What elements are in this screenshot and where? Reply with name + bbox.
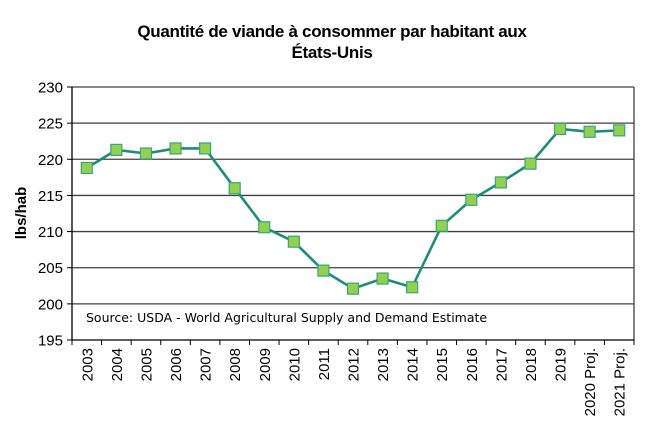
data-point-marker: [317, 264, 330, 277]
x-tick-label: 2020 Proj.: [582, 348, 599, 416]
source-annotation: Source: USDA - World Agricultural Supply…: [86, 310, 487, 325]
data-point-marker: [110, 143, 123, 156]
x-tick-label: 2018: [523, 348, 540, 381]
chart-title-line-2: États-Unis: [291, 43, 372, 62]
x-tick-label: 2007: [198, 348, 215, 381]
y-tick-labels: 195 200 205 210 215 220 225 230: [38, 80, 63, 350]
x-tick-label: 2006: [168, 348, 185, 381]
x-tick-label: 2009: [257, 348, 274, 381]
data-point-marker: [258, 221, 271, 234]
x-tick-label: 2008: [227, 348, 244, 381]
data-point-marker: [613, 124, 626, 137]
x-tick-label: 2011: [316, 348, 333, 380]
chart-title-line-1: Quantité de viande à consommer par habit…: [137, 22, 527, 41]
data-point-marker: [287, 235, 300, 248]
data-point-marker: [199, 142, 212, 155]
x-tick-label: 2010: [286, 348, 303, 381]
y-tick-label: 220: [38, 152, 63, 169]
x-tick-labels: 2003 2004 2005 2006 2007 2008 2009 2010 2011 2012…: [79, 348, 628, 416]
x-tick-label: 2013: [375, 348, 392, 381]
y-tick-label: 205: [38, 260, 63, 277]
x-tick-label: 2004: [109, 348, 126, 381]
x-tick-label: 2003: [79, 348, 96, 381]
y-tick-label: 200: [38, 296, 63, 313]
axes: [67, 86, 635, 345]
y-tick-label: 225: [38, 116, 63, 133]
y-axis-label: lbs/hab: [13, 187, 30, 240]
data-point-marker: [465, 193, 478, 206]
data-point-marker: [553, 122, 567, 136]
data-point-marker: [494, 176, 507, 189]
x-tick-label: 2019: [553, 348, 570, 381]
data-point-marker: [80, 161, 93, 175]
data-point-marker: [376, 272, 389, 285]
y-tick-label: 215: [38, 188, 63, 205]
gridlines: [72, 86, 634, 305]
x-tick-label: 2014: [405, 348, 422, 381]
series-line: [86, 127, 620, 290]
y-tick-label: 230: [38, 80, 63, 97]
x-tick-label: 2005: [138, 348, 155, 381]
x-tick-label: 2015: [434, 348, 451, 381]
data-point-marker: [406, 281, 419, 294]
y-tick-label: 210: [38, 224, 63, 241]
x-tick-label: 2012: [346, 348, 363, 381]
x-tick-label: 2017: [493, 348, 510, 381]
y-tick-label: 195: [38, 333, 63, 350]
x-tick-label: 2016: [464, 348, 481, 381]
data-point-marker: [139, 147, 153, 160]
data-point-marker: [583, 125, 596, 138]
data-point-marker: [228, 182, 241, 195]
series: [80, 122, 626, 295]
data-point-marker: [346, 282, 360, 295]
data-point-marker: [524, 157, 537, 170]
data-point-marker: [169, 142, 182, 155]
data-point-marker: [435, 219, 448, 232]
x-tick-label: 2021 Proj.: [612, 348, 629, 416]
